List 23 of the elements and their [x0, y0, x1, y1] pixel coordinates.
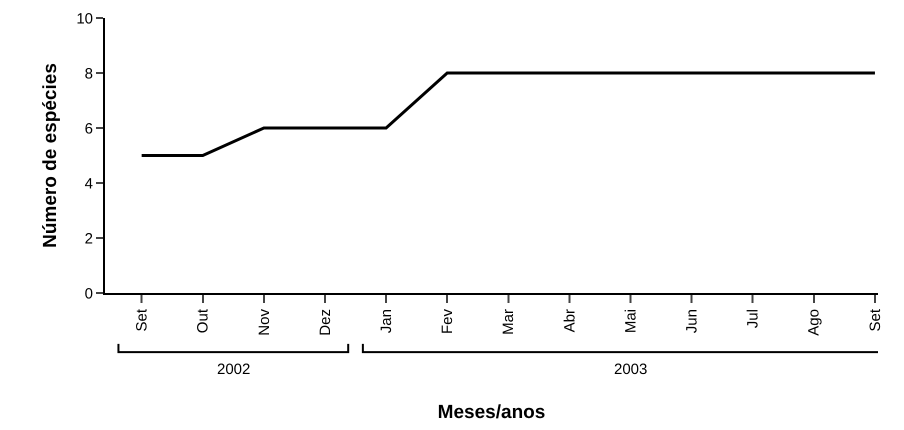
y-tick-label: 10: [76, 10, 93, 28]
x-tick-label: Set: [134, 308, 151, 332]
x-tick-label: Out: [194, 308, 212, 334]
x-tick-label: Mai: [622, 309, 640, 334]
x-tick-label: Ago: [806, 309, 823, 336]
x-tick-label: Jan: [378, 309, 395, 334]
x-tick-label: Nov: [256, 308, 273, 336]
x-axis-title: Meses/anos: [438, 402, 546, 424]
x-tick-label: Abr: [561, 308, 578, 332]
x-tick-label: Fev: [439, 308, 456, 334]
y-axis-title: Número de espécies: [40, 63, 61, 248]
y-tick-label: 0: [84, 285, 93, 302]
y-tick-label: 4: [84, 175, 93, 192]
y-tick-label: 8: [84, 65, 93, 82]
y-tick-label: 2: [84, 230, 93, 248]
text: 2002: [217, 361, 250, 378]
x-tick-label: Set: [866, 308, 884, 332]
x-tick-label: Dez: [316, 309, 334, 336]
x-tick-label: Mar: [500, 309, 518, 335]
x-tick-label: Jun: [683, 309, 700, 334]
y-tick-label: 6: [84, 120, 93, 138]
text: 2003: [614, 361, 648, 378]
x-tick-label: Jul: [744, 309, 762, 328]
